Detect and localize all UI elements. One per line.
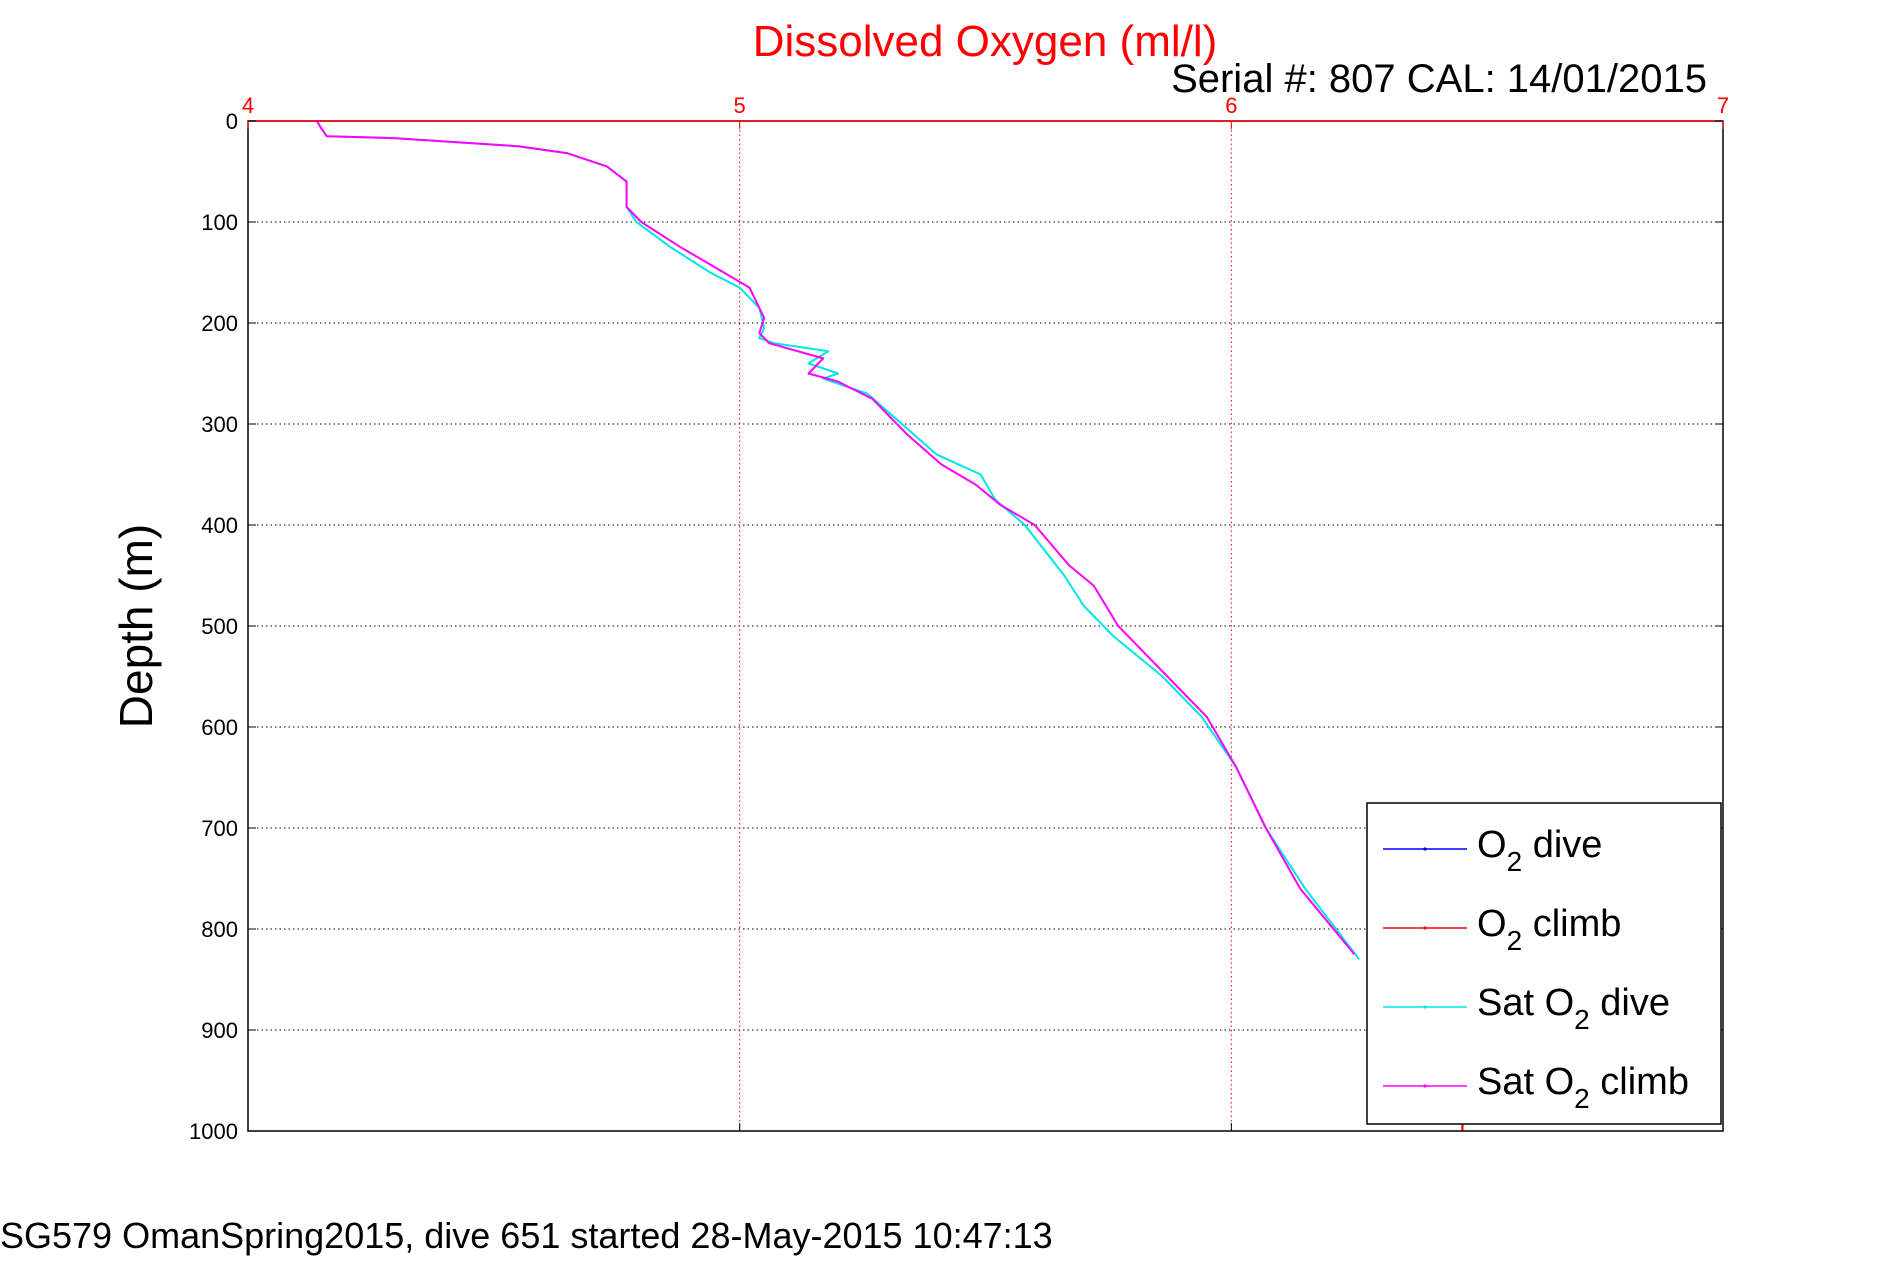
y-tick-label: 600 [201, 715, 238, 740]
legend-label-o2-dive: O2 dive [1477, 824, 1602, 877]
legend-marker-o2-climb [1423, 926, 1427, 930]
y-axis-label: Depth (m) [110, 524, 162, 728]
y-tick-label: 200 [201, 311, 238, 336]
y-tick-label: 300 [201, 412, 238, 437]
y-tick-label: 900 [201, 1018, 238, 1043]
legend: O2 dive O2 climb Sat O2 dive Sat O2 climb [1366, 802, 1722, 1125]
y-tick-label: 100 [201, 210, 238, 235]
series-line-sat-o2-climb [315, 120, 1356, 955]
legend-box [1366, 802, 1722, 1125]
legend-marker-sat-o2-dive [1423, 1005, 1427, 1009]
series-line-sat-o2-dive [315, 120, 1360, 960]
legend-label-sat-o2-dive: Sat O2 dive [1477, 982, 1670, 1035]
dive-info-footer: SG579 OmanSpring2015, dive 651 started 2… [0, 1215, 1053, 1256]
chart-title: Dissolved Oxygen (ml/l) [753, 17, 1218, 66]
legend-marker-sat-o2-climb [1423, 1084, 1427, 1088]
x-tick-label: 6 [1225, 93, 1237, 118]
x-tick-label: 4 [242, 93, 254, 118]
y-tick-label: 1000 [189, 1119, 238, 1144]
x-tick-label: 5 [734, 93, 746, 118]
x-tick-label: 7 [1717, 93, 1729, 118]
legend-label-sat-o2-climb: Sat O2 climb [1477, 1061, 1689, 1114]
legend-marker-o2-dive [1423, 847, 1427, 851]
axis-ticks: 0 100 200 300 400 500 600 700 800 900 1000 4 5 6 7 [189, 93, 1729, 1144]
y-tick-label: 800 [201, 917, 238, 942]
series-layer [315, 120, 1464, 1131]
legend-label-o2-climb: O2 climb [1477, 903, 1621, 956]
y-tick-label: 700 [201, 816, 238, 841]
y-tick-label: 500 [201, 614, 238, 639]
y-tick-label: 400 [201, 513, 238, 538]
serial-cal-label: Serial #: 807 CAL: 14/01/2015 [1171, 57, 1707, 101]
y-tick-label: 0 [226, 109, 238, 134]
